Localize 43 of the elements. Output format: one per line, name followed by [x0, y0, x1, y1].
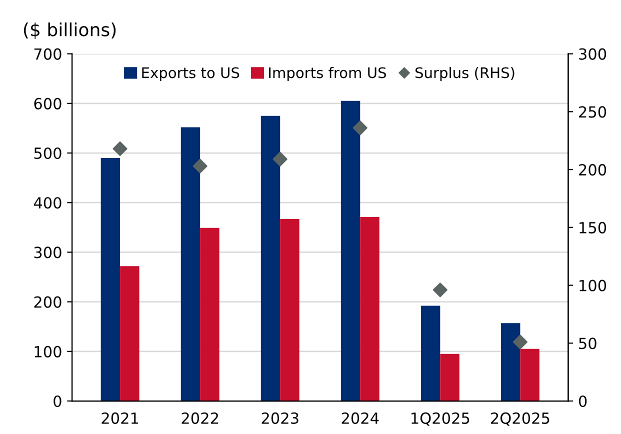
y-tick-label: 300: [34, 246, 62, 258]
point: [512, 334, 528, 350]
y2-tick-label: 250: [579, 106, 606, 118]
bar: [280, 218, 300, 402]
bar: [180, 127, 200, 402]
bar: [260, 116, 280, 402]
legend-label: Surplus (RHS): [415, 66, 514, 82]
legend-label: Imports from US: [269, 66, 386, 82]
point: [432, 282, 448, 298]
y2-tick-label: 150: [580, 222, 606, 234]
bar: [420, 306, 440, 402]
bar: [440, 354, 460, 402]
point: [192, 158, 208, 174]
x-tick-label: 1Q2025: [412, 412, 470, 426]
y-tick-label: 700: [34, 48, 62, 60]
bar: [500, 323, 520, 402]
y2-tick-label: 300: [579, 48, 606, 60]
y2-tick-label: 0: [578, 395, 587, 408]
x-tick-label: 2021: [102, 412, 138, 424]
y-tick-label: 0: [54, 395, 62, 408]
y2-tick-label: 100: [580, 280, 606, 292]
point: [352, 120, 368, 136]
y2-tick-label: 50: [579, 338, 596, 350]
point: [272, 152, 288, 166]
bar: [520, 348, 540, 402]
bar: [340, 100, 360, 402]
bar: [120, 266, 140, 402]
y-tick-label: 500: [34, 147, 62, 160]
x-tick-label: 2023: [262, 412, 298, 424]
bar: [200, 228, 220, 402]
y2-tick-label: 200: [579, 164, 606, 176]
x-tick-label: 2022: [182, 412, 218, 424]
legend-label: Exports to US: [142, 67, 240, 82]
bar: [360, 217, 380, 402]
y-tick-label: 400: [34, 197, 62, 209]
y-tick-label: 600: [34, 98, 62, 110]
bar: [100, 158, 120, 402]
point: [112, 141, 128, 156]
x-tick-label: 2024: [342, 412, 379, 424]
y-tick-label: 100: [34, 346, 62, 358]
x-tick-label: 2Q2025: [491, 412, 550, 426]
y-tick-label: 200: [34, 296, 62, 308]
y-axis-title: ($ billions): [24, 22, 116, 39]
